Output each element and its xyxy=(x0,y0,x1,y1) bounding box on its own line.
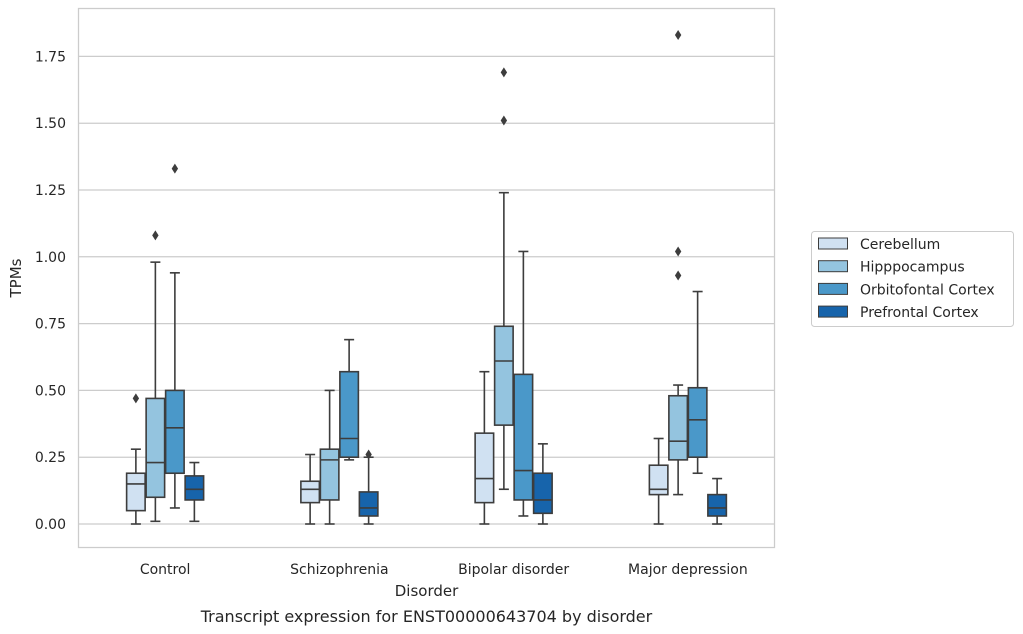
legend-label: Hipppocampus xyxy=(860,260,965,276)
box-iqr xyxy=(319,448,340,501)
outlier-point xyxy=(152,230,159,241)
outlier-point xyxy=(365,449,372,460)
outlier-point xyxy=(500,115,508,126)
legend-label: Cerebellum xyxy=(860,237,940,253)
box-prefrontal-cortex xyxy=(358,449,379,525)
box-iqr xyxy=(300,480,321,504)
x-tick-label: Major depression xyxy=(628,562,748,578)
box-iqr xyxy=(532,472,553,515)
legend-label: Prefrontal Cortex xyxy=(860,305,979,321)
box-iqr xyxy=(358,491,379,517)
chart-caption: Transcript expression for ENST0000064370… xyxy=(200,607,653,626)
box-prefrontal-cortex xyxy=(184,461,205,523)
outlier-point xyxy=(674,30,682,41)
box-iqr xyxy=(668,394,689,461)
y-tick-label: 0.25 xyxy=(35,450,66,466)
box-iqr xyxy=(125,472,146,512)
outlier-point xyxy=(132,393,140,404)
y-tick-label: 0.75 xyxy=(35,317,66,333)
box-iqr xyxy=(474,432,495,504)
box-cerebellum xyxy=(474,370,495,525)
outlier-point xyxy=(171,163,179,174)
box-hipppocampus xyxy=(493,67,514,491)
legend-label: Orbitofontal Cortex xyxy=(860,282,995,298)
y-axis-ticks: 0.00 0.25 0.50 0.75 1.00 1.25 1.50 1.75 xyxy=(35,49,66,533)
box-prefrontal-cortex xyxy=(707,477,728,525)
grid-lines xyxy=(78,55,775,525)
x-tick-label: Bipolar disorder xyxy=(458,562,569,578)
box-iqr xyxy=(145,397,166,499)
box-iqr xyxy=(493,325,514,426)
legend-swatch xyxy=(818,305,848,318)
box-orbitofontal-cortex xyxy=(513,250,534,517)
box-cerebellum xyxy=(648,437,669,525)
y-tick-label: 0.50 xyxy=(35,383,66,399)
legend-swatch xyxy=(818,282,848,295)
box-iqr xyxy=(339,370,360,459)
plot-area-frame xyxy=(77,7,776,549)
outlier-point xyxy=(674,246,682,257)
legend: Cerebellum Hipppocampus Orbitofontal Corte… xyxy=(811,231,1014,327)
box-iqr xyxy=(184,475,205,501)
legend-swatch xyxy=(818,260,848,273)
box-hipppocampus xyxy=(668,30,689,496)
y-tick-label: 1.75 xyxy=(35,49,66,65)
box-iqr xyxy=(164,389,185,475)
x-axis-ticks: Control Schizophrenia Bipolar disorder Majo… xyxy=(140,562,748,578)
box-orbitofontal-cortex xyxy=(339,338,360,461)
legend-frame xyxy=(811,231,1014,327)
box-iqr xyxy=(513,373,534,501)
outlier-point xyxy=(500,67,508,78)
box-hipppocampus xyxy=(319,389,340,525)
box-series xyxy=(125,30,728,525)
box-hipppocampus xyxy=(145,230,166,523)
y-tick-label: 1.25 xyxy=(35,183,66,199)
box-iqr xyxy=(707,493,728,517)
x-tick-label: Schizophrenia xyxy=(290,562,388,578)
y-axis-title: TPMs xyxy=(7,258,25,298)
x-axis-title: Disorder xyxy=(395,582,459,600)
box-orbitofontal-cortex xyxy=(164,163,185,509)
box-iqr xyxy=(648,464,669,496)
y-tick-label: 1.50 xyxy=(35,116,66,132)
x-tick-label: Control xyxy=(140,562,191,578)
box-iqr xyxy=(687,386,708,458)
legend-swatch xyxy=(818,237,848,250)
box-cerebellum xyxy=(125,393,146,525)
y-tick-label: 0.00 xyxy=(35,517,66,533)
box-cerebellum xyxy=(300,453,321,525)
y-tick-label: 1.00 xyxy=(35,250,66,266)
box-orbitofontal-cortex xyxy=(687,290,708,475)
box-prefrontal-cortex xyxy=(532,443,553,525)
outlier-point xyxy=(674,270,682,281)
